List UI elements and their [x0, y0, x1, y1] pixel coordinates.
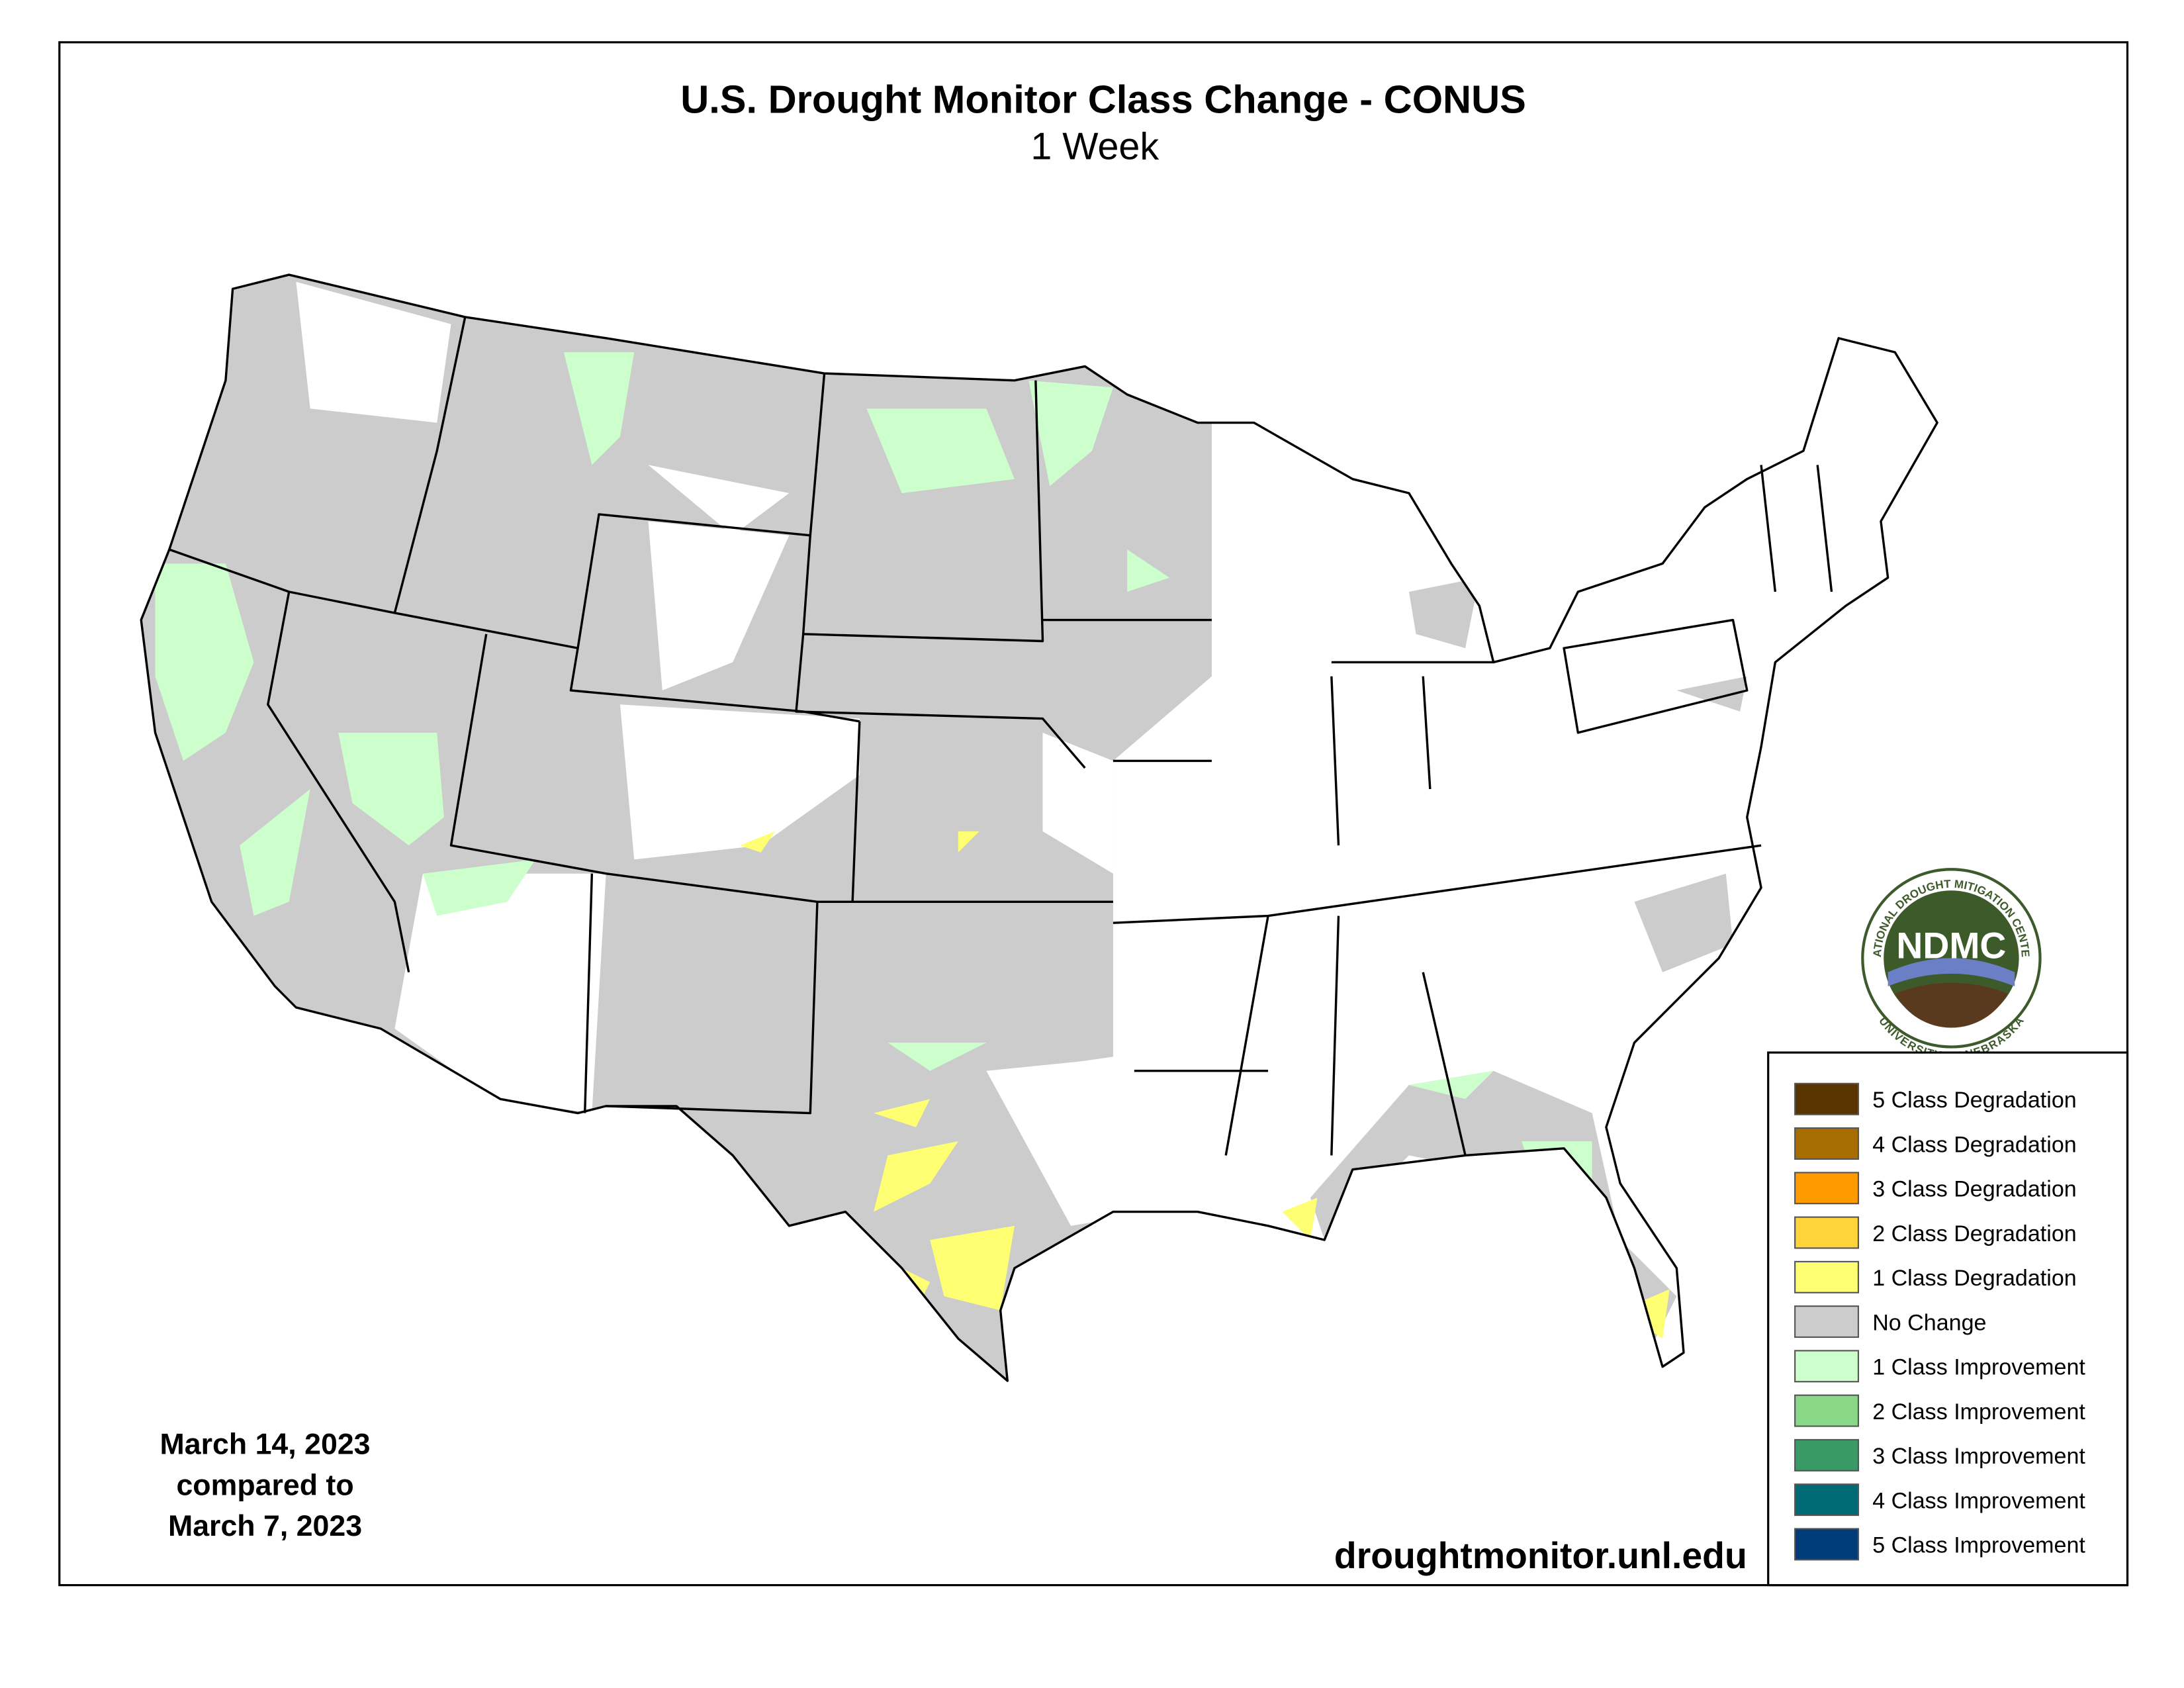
state-borders	[169, 316, 1833, 1156]
legend-label: 1 Class Degradation	[1872, 1266, 2076, 1291]
legend-swatch	[1794, 1305, 1859, 1338]
logo-earth	[1895, 982, 2008, 1028]
legend-swatch	[1794, 1082, 1859, 1115]
legend-swatch	[1794, 1216, 1859, 1249]
legend-label: 2 Class Improvement	[1872, 1399, 2085, 1425]
source: droughtmonitor.unl.edu	[1334, 1535, 1747, 1576]
legend-label: 4 Class Degradation	[1872, 1132, 2076, 1157]
legend-label: 5 Class Improvement	[1872, 1533, 2085, 1558]
legend-swatch	[1794, 1438, 1859, 1472]
legend-label: No Change	[1872, 1310, 1986, 1335]
legend: 5 Class Degradation 4 Class Degradation 3 …	[1794, 1082, 2085, 1561]
legend-swatch	[1794, 1172, 1859, 1205]
title: U.S. Drought Monitor Class Change - CONU…	[680, 77, 1526, 121]
legend-swatch	[1794, 1260, 1859, 1293]
logo-name: NDMC	[1896, 925, 2006, 966]
legend-swatch	[1794, 1394, 1859, 1427]
date-line: March 14, 2023	[160, 1429, 371, 1461]
no-change-gap	[296, 281, 1156, 1226]
legend-swatch	[1794, 1483, 1859, 1517]
legend-label: 1 Class Improvement	[1872, 1355, 2085, 1380]
logo-wave	[1888, 958, 2015, 986]
legend-swatch	[1794, 1127, 1859, 1160]
legend-swatch	[1794, 1350, 1859, 1383]
legend-label: 2 Class Degradation	[1872, 1221, 2076, 1246]
date-line: compared to	[176, 1469, 353, 1501]
legend-label: 4 Class Improvement	[1872, 1488, 2085, 1513]
legend-label: 3 Class Improvement	[1872, 1444, 2085, 1469]
legend-swatch	[1794, 1528, 1859, 1561]
date-line: March 7, 2023	[168, 1510, 362, 1542]
dates: March 14, 2023 compared to March 7, 2023	[160, 1429, 371, 1542]
subtitle: 1 Week	[1030, 126, 1159, 168]
legend-label: 3 Class Degradation	[1872, 1177, 2076, 1202]
legend-label: 5 Class Degradation	[1872, 1088, 2076, 1113]
